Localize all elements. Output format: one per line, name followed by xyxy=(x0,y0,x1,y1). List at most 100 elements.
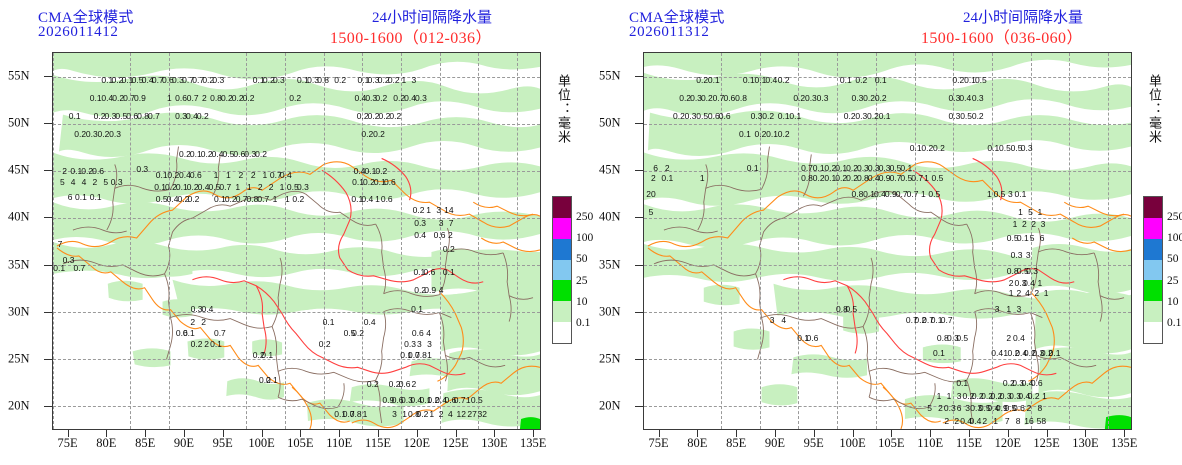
longitude-tick-mark xyxy=(300,430,302,437)
precip-value-label: 0.3 xyxy=(947,333,959,344)
gridline-lat-35 xyxy=(644,264,1131,266)
precip-value-label: 8 xyxy=(1037,403,1043,414)
precip-value-label: 3 xyxy=(438,217,444,228)
precip-value-label: 4 xyxy=(781,315,787,326)
precip-value-label: 0.1 xyxy=(933,347,945,358)
precip-value-label: 0.1 xyxy=(863,188,876,199)
latitude-tick-label: 50N xyxy=(599,115,621,130)
precip-value-label: 1 xyxy=(1042,390,1047,401)
precip-value-label: 0.7 xyxy=(712,93,725,104)
precip-value-label: 2 xyxy=(1021,218,1027,229)
precip-value-label: 0.5 xyxy=(1010,142,1023,153)
precip-value-label: 0.2 xyxy=(224,194,237,205)
precip-value-label: 0.7 xyxy=(889,172,902,183)
precip-value-label: 0.1 xyxy=(878,111,891,122)
map-canvas: 0.2 0.1 0.1 0.1 0.4 0.2 0.1 0.2 0.1 0.2 0.1 0.5 0.2 0… xyxy=(644,53,1131,429)
precip-value-label: 0.2 xyxy=(81,165,94,176)
precip-value-label: 0.3 xyxy=(109,129,122,140)
latitude-tick-label: 40N xyxy=(599,209,621,224)
precip-value-label: 0.7 xyxy=(801,163,813,174)
precip-value-label: 6 xyxy=(956,403,962,414)
precip-value-label: 0.1 xyxy=(812,163,825,174)
precip-value-label: 5 xyxy=(927,403,932,414)
precip-value-label: 0.4 xyxy=(874,188,886,199)
longitude-tick-label: 90E xyxy=(764,436,786,450)
precip-value-label: 0.8 xyxy=(210,93,222,104)
precip-value-label: 1 xyxy=(247,181,252,192)
longitude-tick-label: 105E xyxy=(287,436,314,450)
precip-value-label: 3 xyxy=(965,403,971,414)
precip-value-label: 0.2 xyxy=(696,75,709,86)
precip-value-label: 5 xyxy=(1029,232,1035,243)
province-border xyxy=(62,146,534,424)
colorbar-segment xyxy=(1144,280,1162,302)
precip-value-label: 0.8 xyxy=(735,93,747,104)
precip-value-label: 1 xyxy=(921,188,926,199)
precip-value-label: 0.2 xyxy=(812,172,825,183)
precip-value-label: 2 xyxy=(201,317,206,328)
latitude-tick-mark xyxy=(635,406,643,408)
precip-value-label: 4 xyxy=(70,177,76,188)
longitude-tick-label: 85E xyxy=(726,436,747,450)
map-plot-area: 0.2 0.1 0.1 0.1 0.4 0.2 0.1 0.2 0.1 0.2 0.1 0.5 0.2 0… xyxy=(643,52,1132,430)
precip-value-label: 0.7 xyxy=(922,315,934,326)
precip-value-label: 0.4 xyxy=(361,194,374,205)
precip-value-label: 0.1 xyxy=(89,93,102,104)
precip-value-label: 0.2 xyxy=(777,75,790,86)
precip-value-label: 0.2 xyxy=(1007,347,1020,358)
precip-value-label: 0.9 xyxy=(424,284,437,295)
precip-value-label: 0.1 xyxy=(68,111,81,122)
precip-value-label: 0.2 xyxy=(292,194,305,205)
precip-value-label: 0.2 xyxy=(375,165,388,176)
colorbar-segment xyxy=(553,197,571,218)
precip-value-label: 0.5 xyxy=(845,303,858,314)
longitude-tick-label: 115E xyxy=(365,436,391,450)
gridline-lon-115 xyxy=(1030,53,1032,429)
gridline-lat-25 xyxy=(53,358,540,360)
colorbar-tick-label: 25 xyxy=(576,274,588,287)
precip-value-label: 1 xyxy=(1012,218,1018,229)
precip-value-label: 0.4 xyxy=(1015,347,1028,358)
precip-value-label: 0.2 xyxy=(242,93,255,104)
precip-value-label: 0.3 xyxy=(190,303,203,314)
panel-variable-title: 24小时间隔降水量 xyxy=(963,10,1084,26)
precip-value-label: 14 xyxy=(444,204,454,215)
longitude-tick-label: 130E xyxy=(481,436,508,450)
precip-value-label: 0.5 xyxy=(155,194,168,205)
precip-value-label: 4 xyxy=(438,284,444,295)
longitude-tick-mark xyxy=(339,430,341,437)
precip-value-label: 0.1 xyxy=(1014,188,1027,199)
colorbar-tick-label: 0.1 xyxy=(576,316,591,329)
precip-value-label: 0.6 xyxy=(1012,403,1025,414)
latitude-tick-mark xyxy=(44,122,52,124)
precip-value-label: 3 xyxy=(1025,249,1031,260)
precip-value-label: 0.1 xyxy=(835,163,848,174)
precip-value-label: 3 xyxy=(436,204,442,215)
river-line xyxy=(783,157,1075,376)
precip-value-label: 0.7 xyxy=(940,315,953,326)
precip-value-label: 6 xyxy=(1039,232,1045,243)
precip-value-label: 0.2 xyxy=(111,75,124,86)
precip-value-label: 3 xyxy=(956,390,962,401)
precip-value-label: 0.2 xyxy=(933,142,945,153)
precip-value-label: 0.4 xyxy=(960,415,973,426)
precip-value-label: 0.4 xyxy=(969,415,982,426)
precip-value-label: 0.7 xyxy=(186,93,199,104)
precip-value-label: 0.2 xyxy=(202,75,215,86)
precip-value-label: 0.2 xyxy=(186,181,199,192)
precip-value-label: 0.1 xyxy=(754,75,767,86)
precip-value-label: 0.9 xyxy=(884,188,897,199)
precip-value-label: 0.2 xyxy=(754,129,767,140)
national-border xyxy=(647,161,1131,429)
precip-value-label: 2 xyxy=(650,172,656,183)
precip-value-label: 0.5 xyxy=(889,163,902,174)
map-graphics xyxy=(644,53,1131,429)
precip-value-label: 0.2 xyxy=(914,315,927,326)
precip-value-label: 0.2 xyxy=(971,390,984,401)
precip-value-label: 0.6 xyxy=(92,165,104,176)
precip-value-label: 7 xyxy=(448,217,454,228)
precip-value-label: 0.2 xyxy=(835,172,848,183)
longitude-tick-mark xyxy=(106,430,108,437)
precip-value-label: 0.3 xyxy=(855,111,868,122)
precip-value-label: 0.8 xyxy=(414,350,427,361)
